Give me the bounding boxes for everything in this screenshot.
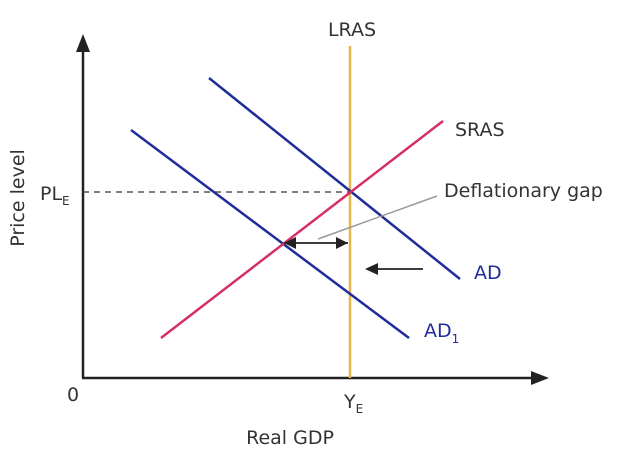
gap-arrowhead-right (336, 237, 348, 249)
origin-label: 0 (67, 384, 79, 406)
price-level-label-main: PL (40, 183, 62, 205)
ad-curve (208, 77, 461, 280)
price-level-label-sub: E (62, 194, 70, 208)
ad1-label: AD1 (424, 320, 459, 346)
x-axis-arrowhead (531, 371, 549, 385)
price-level-label: PLE (40, 183, 70, 208)
annotation-label: Deflationary gap (444, 180, 603, 202)
ad1-curve (130, 128, 410, 340)
ye-label: YE (343, 391, 363, 416)
sras-curve (160, 120, 444, 339)
x-axis-title: Real GDP (246, 427, 334, 449)
ad1-label-main: AD (424, 320, 452, 342)
lras-label: LRAS (328, 19, 376, 41)
sras-label: SRAS (455, 119, 505, 141)
y-axis-title: Price level (7, 149, 29, 247)
y-axis-arrowhead (76, 34, 90, 52)
annotation-pointer-line (317, 195, 438, 240)
ad-label: AD (474, 262, 502, 284)
ad1-label-sub: 1 (452, 332, 460, 346)
ye-label-sub: E (356, 402, 364, 416)
ye-label-main: Y (343, 391, 356, 413)
shift-arrowhead (365, 263, 378, 275)
gap-arrowhead-left (284, 237, 296, 249)
